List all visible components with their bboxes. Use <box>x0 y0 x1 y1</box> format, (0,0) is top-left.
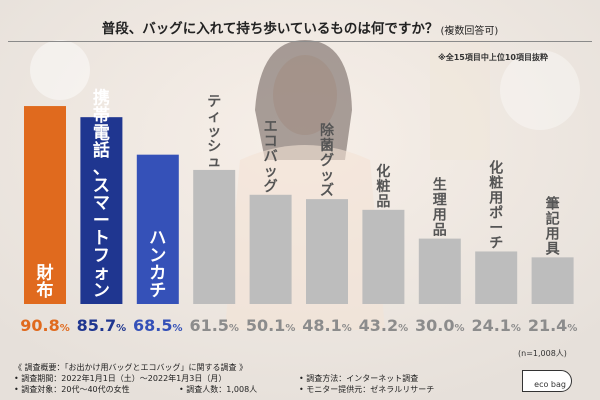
bar-5 <box>249 194 292 304</box>
svg-text:ー: ー <box>489 220 503 236</box>
svg-text:テ: テ <box>207 94 221 110</box>
svg-text:チ: チ <box>149 281 166 301</box>
svg-text:用: 用 <box>433 208 447 224</box>
svg-text:話: 話 <box>93 140 110 161</box>
svg-text:筆: 筆 <box>546 195 560 212</box>
svg-text:ト: ト <box>93 229 110 249</box>
category-label-7: 化粧品 <box>376 163 390 210</box>
bar-10 <box>531 257 574 304</box>
bar-6 <box>306 199 348 304</box>
category-label-1: 財布 <box>36 263 54 302</box>
svg-text:カ: カ <box>149 264 166 284</box>
value-label-1: 90.8% <box>20 316 70 335</box>
footer-count: • 調査人数：1,008人 <box>179 385 258 394</box>
svg-text:ス: ス <box>93 176 110 196</box>
svg-text:帯: 帯 <box>93 105 110 126</box>
logo-text: eco bag <box>534 380 566 389</box>
svg-text:用: 用 <box>489 190 503 206</box>
svg-text:生: 生 <box>433 177 447 194</box>
eco-bag-logo: eco bag <box>522 370 572 392</box>
svg-text:ン: ン <box>93 281 110 301</box>
svg-text:エ: エ <box>264 119 278 135</box>
value-label-3: 68.5% <box>133 316 183 335</box>
bar-8 <box>418 238 461 304</box>
value-label-6: 48.1% <box>302 316 352 335</box>
svg-text:品: 品 <box>376 194 390 210</box>
svg-text:フ: フ <box>93 246 110 266</box>
svg-text:ズ: ズ <box>320 182 334 199</box>
svg-text:品: 品 <box>433 223 447 239</box>
bar-7 <box>362 209 405 304</box>
svg-text:マ: マ <box>93 194 110 214</box>
title-note: (複数回答可) <box>440 26 499 37</box>
svg-text:電: 電 <box>93 124 110 144</box>
svg-text:バ: バ <box>264 149 278 165</box>
svg-text:ン: ン <box>149 246 166 266</box>
svg-text:ュ: ュ <box>207 154 221 170</box>
footer-method: • 調査方法：インターネット調査 <box>299 374 419 383</box>
svg-text:ハ: ハ <box>149 229 166 249</box>
svg-text:ィ: ィ <box>207 109 221 125</box>
svg-text:グ: グ <box>320 152 334 169</box>
svg-text:除: 除 <box>320 122 335 139</box>
svg-text:ポ: ポ <box>489 204 503 221</box>
svg-text:シ: シ <box>207 139 221 155</box>
svg-text:菌: 菌 <box>320 137 334 154</box>
value-label-5: 50.1% <box>246 316 296 335</box>
footer-line-2: • 調査期間：2022年1月1日（土）〜2022年1月3日（月） <box>14 374 227 383</box>
svg-text:グ: グ <box>264 178 278 195</box>
svg-text:、: 、 <box>93 159 110 179</box>
value-label-2: 85.7% <box>77 316 127 335</box>
svg-text:ッ: ッ <box>320 168 334 184</box>
svg-text:財: 財 <box>36 263 54 284</box>
footer-target: • 調査対象：20代〜40代の女性 <box>14 385 130 394</box>
bar-1 <box>24 106 66 304</box>
value-label-9: 24.1% <box>471 316 521 335</box>
survey-footer: 《 調査概要：「お出かけ用バッグとエコバッグ」に関する調査 》 • 調査期間：2… <box>14 362 434 395</box>
value-label-8: 30.0% <box>415 316 465 335</box>
svg-text:ッ: ッ <box>264 164 278 180</box>
value-label-7: 43.2% <box>359 316 409 335</box>
value-label-10: 21.4% <box>528 316 578 335</box>
chart-subnote: ※全15項目中上位10項目抜粋 <box>437 53 548 62</box>
svg-text:理: 理 <box>433 193 447 209</box>
svg-text:粧: 粧 <box>376 178 390 195</box>
svg-text:チ: チ <box>489 235 503 251</box>
svg-text:携: 携 <box>93 88 110 109</box>
title-text: 普段、バッグに入れて持ち歩いているものは何ですか？ <box>101 21 439 37</box>
svg-text:記: 記 <box>546 210 560 227</box>
svg-text:ー: ー <box>93 211 110 231</box>
bar-3 <box>136 154 179 304</box>
sample-size-label: (n=1,008人) <box>518 349 567 358</box>
value-label-4: 61.5% <box>189 316 239 335</box>
bar-9 <box>475 251 518 304</box>
svg-text:ォ: ォ <box>93 264 110 284</box>
svg-text:化: 化 <box>376 163 390 180</box>
svg-text:具: 具 <box>545 241 560 257</box>
svg-text:コ: コ <box>264 134 278 150</box>
footer-provider: • モニター提供元：ゼネラルリサーチ <box>299 385 435 394</box>
svg-text:化: 化 <box>489 159 503 176</box>
footer-line-1: 《 調査概要：「お出かけ用バッグとエコバッグ」に関する調査 》 <box>14 363 248 372</box>
svg-text:ッ: ッ <box>207 124 221 140</box>
chart-title: 普段、バッグに入れて持ち歩いているものは何ですか？ (複数回答可) <box>8 10 592 42</box>
bar-2 <box>80 117 123 304</box>
bar-4 <box>193 169 236 304</box>
svg-text:布: 布 <box>37 280 54 301</box>
category-label-5: エコバッグ <box>264 119 278 195</box>
svg-text:粧: 粧 <box>489 174 503 191</box>
svg-text:用: 用 <box>546 226 560 242</box>
